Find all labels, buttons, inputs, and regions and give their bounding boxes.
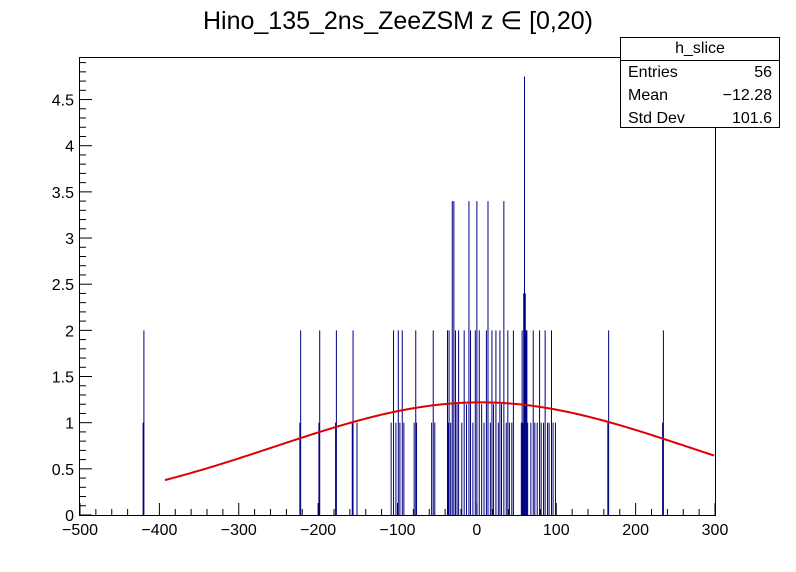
x-tick-label: −100 — [379, 522, 415, 539]
stats-box-title: h_slice — [621, 38, 779, 61]
stats-box: h_slice Entries 56 Mean −12.28 Std Dev 1… — [620, 37, 780, 128]
y-tick-label: 4 — [65, 139, 74, 156]
stats-label: Std Dev — [628, 110, 685, 127]
y-tick-label: 0 — [65, 508, 74, 525]
x-tick-label: −400 — [141, 522, 177, 539]
plot-frame — [79, 57, 716, 516]
y-tick-label: 1 — [65, 416, 74, 433]
x-tick-label: −200 — [300, 522, 336, 539]
chart-title: Hino_135_2ns_ZeeZSM z ∈ [0,20) — [202, 7, 594, 35]
x-tick-label: 0 — [472, 522, 481, 539]
fit-curve — [164, 401, 715, 482]
y-tick-label: 3.5 — [52, 185, 74, 202]
y-tick-label: 4.5 — [52, 93, 74, 110]
x-tick-label: −300 — [221, 522, 257, 539]
y-tick-label: 2 — [65, 323, 74, 340]
y-tick-label: 3 — [65, 231, 74, 248]
stats-label: Entries — [628, 64, 678, 81]
stats-row-stddev: Std Dev 101.6 — [621, 107, 779, 130]
stats-row-entries: Entries 56 — [621, 61, 779, 84]
y-tick-label: 1.5 — [52, 370, 74, 387]
stats-label: Mean — [628, 87, 669, 104]
x-tick-label: 100 — [543, 522, 570, 539]
x-tick-label: −500 — [62, 522, 98, 539]
stats-value: 56 — [754, 64, 772, 81]
y-tick-label: 2.5 — [52, 277, 74, 294]
stats-value: 101.6 — [731, 110, 772, 127]
x-tick-label: 300 — [702, 522, 729, 539]
y-tick-label: 0.5 — [52, 462, 74, 479]
stats-row-mean: Mean −12.28 — [621, 84, 779, 107]
x-tick-label: 200 — [622, 522, 649, 539]
stats-value: −12.28 — [722, 87, 772, 104]
